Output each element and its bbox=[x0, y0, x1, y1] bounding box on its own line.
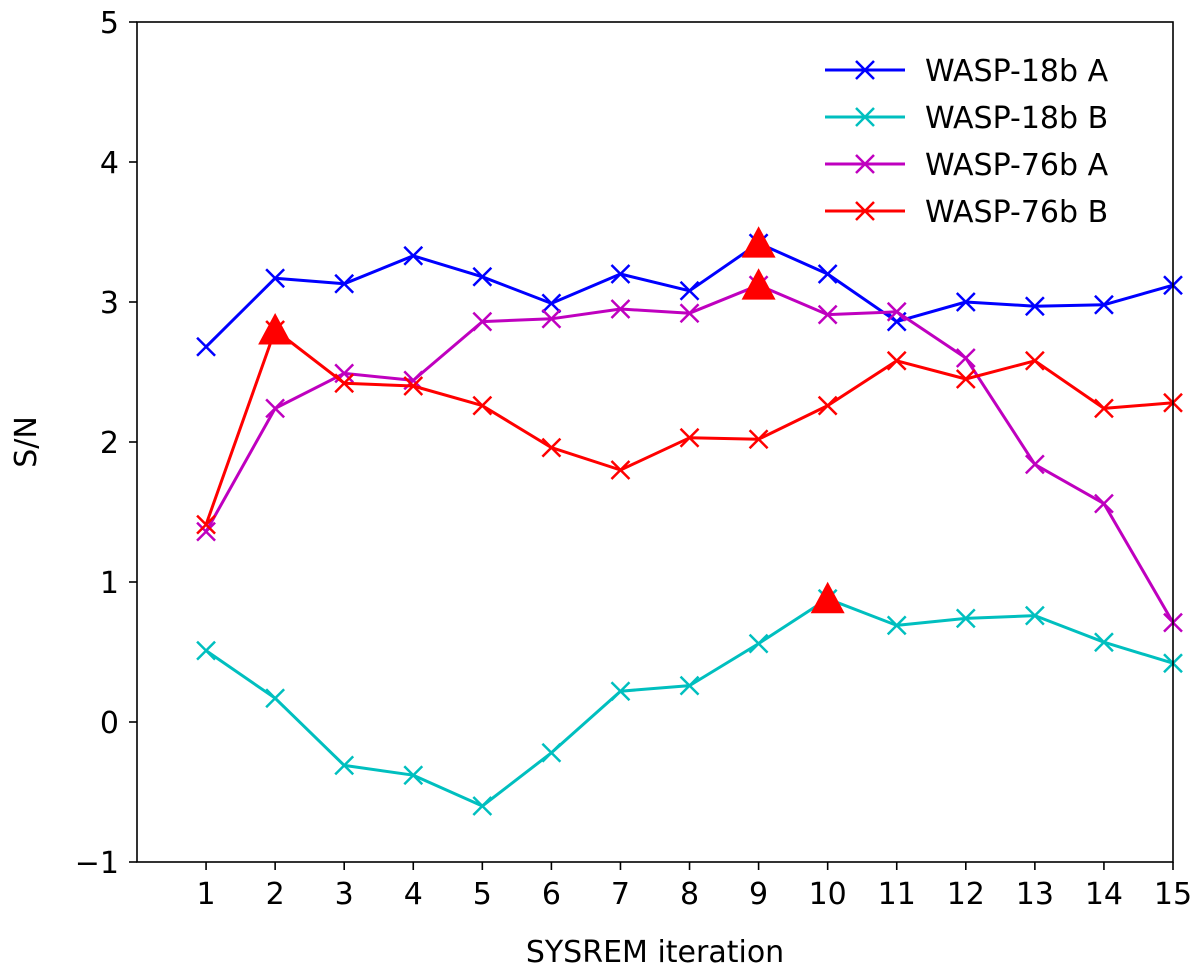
data-point-wasp-18b-a bbox=[265, 268, 286, 289]
data-point-wasp-18b-a bbox=[1094, 294, 1114, 315]
x-tick-label: 2 bbox=[266, 877, 285, 912]
legend-marker bbox=[855, 154, 875, 174]
data-point-wasp-76b-a bbox=[817, 304, 838, 325]
x-tick-label: 15 bbox=[1154, 877, 1192, 912]
data-point-wasp-76b-a bbox=[472, 311, 493, 332]
legend-label: WASP-18b A bbox=[925, 54, 1109, 89]
x-tick-label: 4 bbox=[404, 877, 423, 912]
data-point-wasp-76b-b bbox=[886, 350, 907, 371]
peak-marker-wasp-76b-b bbox=[258, 313, 293, 345]
data-point-wasp-18b-b bbox=[334, 755, 355, 776]
y-axis-ticks: −1 0 1 2 3 4 5 bbox=[75, 6, 137, 881]
data-point-wasp-76b-b bbox=[196, 514, 216, 535]
data-point-wasp-76b-b bbox=[1094, 398, 1114, 419]
legend-label: WASP-76b A bbox=[925, 148, 1109, 183]
peak-marker-wasp-18b-b bbox=[810, 581, 845, 614]
y-tick-label: 3 bbox=[100, 286, 119, 321]
legend-marker bbox=[855, 107, 875, 127]
legend-label: WASP-18b B bbox=[925, 101, 1108, 136]
x-tick-label: 10 bbox=[809, 877, 847, 912]
data-point-wasp-18b-b bbox=[1024, 605, 1045, 626]
data-point-wasp-18b-b bbox=[541, 742, 562, 763]
legend-item-wasp-76b-a: WASP-76b A bbox=[825, 148, 1109, 183]
series-line-wasp-76b-b bbox=[204, 328, 1174, 526]
y-tick-label: 0 bbox=[100, 706, 119, 741]
y-tick-label: 1 bbox=[100, 566, 119, 601]
data-point-wasp-76b-a bbox=[196, 521, 216, 542]
y-tick-label: 4 bbox=[100, 146, 119, 181]
x-tick-label: 11 bbox=[878, 877, 916, 912]
data-point-wasp-76b-a bbox=[679, 303, 700, 324]
x-tick-label: 3 bbox=[335, 877, 354, 912]
data-point-wasp-18b-a bbox=[541, 293, 562, 314]
data-point-wasp-18b-a bbox=[817, 264, 838, 284]
data-point-wasp-18b-b bbox=[196, 640, 216, 661]
data-point-wasp-18b-a bbox=[679, 280, 700, 301]
data-point-wasp-18b-a bbox=[1024, 296, 1045, 317]
data-point-wasp-18b-a bbox=[196, 336, 216, 357]
legend: WASP-18b A WASP-18b B WASP-76b A WASP-76b B bbox=[825, 54, 1109, 230]
data-point-wasp-18b-a bbox=[472, 266, 493, 287]
data-point-wasp-18b-b bbox=[679, 675, 700, 696]
data-point-wasp-18b-a bbox=[610, 264, 631, 284]
peak-marker-wasp-18b-a bbox=[741, 226, 776, 258]
x-tick-label: 1 bbox=[197, 877, 216, 912]
x-tick-label: 6 bbox=[542, 877, 561, 912]
data-point-wasp-76b-b bbox=[541, 437, 562, 458]
data-point-wasp-18b-b bbox=[1094, 632, 1114, 653]
legend-marker bbox=[855, 201, 875, 221]
data-point-wasp-76b-a bbox=[265, 398, 286, 419]
data-point-wasp-76b-b bbox=[955, 369, 976, 389]
data-point-wasp-76b-b bbox=[679, 427, 700, 448]
data-point-wasp-18b-b bbox=[265, 688, 286, 709]
x-axis-ticks: 1 2 3 4 5 6 7 8 9 10 11 12 13 14 15 bbox=[197, 862, 1192, 912]
data-point-wasp-76b-b bbox=[817, 395, 838, 416]
data-point-wasp-76b-a bbox=[1024, 454, 1045, 475]
data-point-wasp-76b-b bbox=[748, 429, 769, 450]
series-line-wasp-18b-a bbox=[205, 241, 1174, 348]
data-point-wasp-76b-b bbox=[334, 373, 355, 394]
legend-item-wasp-18b-a: WASP-18b A bbox=[825, 54, 1109, 89]
y-tick-label: 5 bbox=[100, 6, 119, 41]
data-point-wasp-18b-a bbox=[403, 245, 424, 266]
data-point-wasp-18b-b bbox=[610, 681, 631, 702]
data-point-wasp-18b-b bbox=[403, 765, 424, 786]
legend-item-wasp-76b-b: WASP-76b B bbox=[825, 195, 1108, 230]
x-tick-label: 13 bbox=[1016, 877, 1054, 912]
data-point-wasp-18b-b bbox=[886, 615, 907, 636]
data-point-wasp-76b-b bbox=[472, 395, 493, 416]
data-point-wasp-76b-b bbox=[610, 460, 631, 480]
data-point-wasp-18b-b bbox=[472, 796, 493, 816]
x-tick-label: 5 bbox=[473, 877, 492, 912]
peak-marker-wasp-76b-a bbox=[741, 268, 776, 300]
data-point-wasp-18b-b bbox=[955, 608, 976, 629]
y-tick-label: −1 bbox=[75, 846, 119, 881]
data-point-wasp-76b-a bbox=[610, 299, 631, 319]
data-point-wasp-76b-b bbox=[403, 376, 424, 396]
data-point-wasp-76b-a bbox=[886, 301, 907, 322]
data-point-wasp-76b-a bbox=[1094, 493, 1114, 514]
plot-content bbox=[196, 226, 1183, 816]
x-tick-label: 7 bbox=[611, 877, 630, 912]
series-line-wasp-76b-a bbox=[204, 283, 1175, 624]
x-tick-label: 12 bbox=[947, 877, 985, 912]
x-tick-label: 9 bbox=[749, 877, 768, 912]
data-point-wasp-76b-a bbox=[541, 308, 562, 329]
data-point-wasp-76b-b bbox=[1024, 350, 1045, 371]
data-point-wasp-18b-a bbox=[334, 273, 355, 294]
data-point-wasp-18b-a bbox=[955, 292, 976, 312]
x-axis-label: SYSREM iteration bbox=[526, 935, 784, 970]
legend-item-wasp-18b-b: WASP-18b B bbox=[825, 101, 1108, 136]
legend-marker bbox=[855, 60, 875, 80]
data-point-wasp-18b-b bbox=[748, 633, 769, 654]
x-tick-label: 8 bbox=[680, 877, 699, 912]
data-point-wasp-76b-a bbox=[955, 348, 976, 368]
y-axis-label: S/N bbox=[9, 416, 44, 468]
y-tick-label: 2 bbox=[100, 426, 119, 461]
x-tick-label: 14 bbox=[1085, 877, 1123, 912]
series-line-wasp-18b-b bbox=[205, 597, 1174, 808]
legend-label: WASP-76b B bbox=[925, 195, 1108, 230]
